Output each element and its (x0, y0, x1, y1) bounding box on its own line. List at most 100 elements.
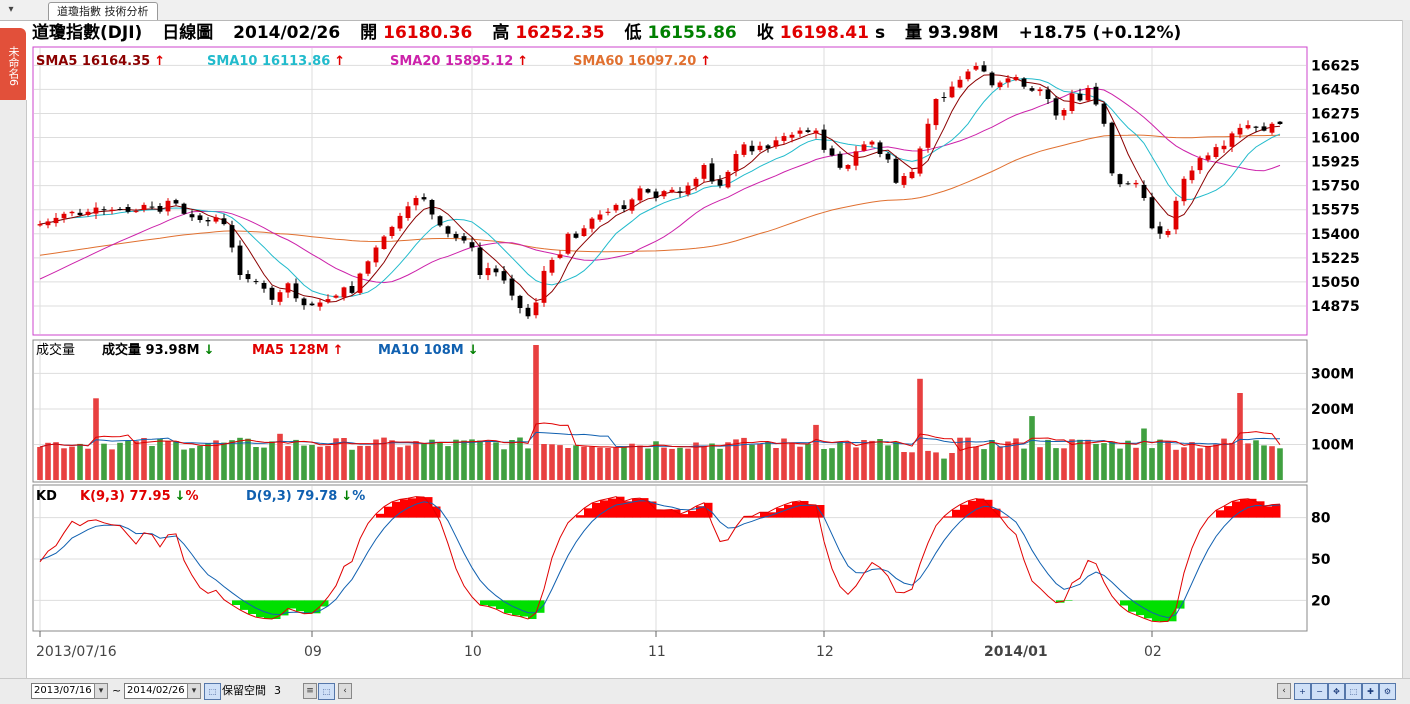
overbought-fill (984, 499, 993, 518)
volume-bar (45, 442, 51, 480)
x-tick-label: 09 (304, 644, 322, 660)
fit-icon[interactable]: ⬚ (318, 683, 335, 700)
side-tab[interactable]: 未命名6 (0, 28, 26, 104)
oversold-fill (1168, 600, 1177, 622)
reserve-space-icon[interactable]: ⬚ (204, 683, 221, 700)
stepper-icon[interactable]: ≡ (303, 683, 317, 699)
volume-bar (1261, 445, 1267, 480)
overbought-fill (672, 509, 681, 518)
volume-bar (733, 439, 739, 480)
volume-bar (605, 448, 611, 480)
candle (565, 233, 571, 254)
start-date-dropdown-icon[interactable]: ▾ (94, 683, 108, 699)
volume-bar (397, 447, 403, 480)
overbought-fill (400, 499, 409, 518)
volume-bar (37, 447, 43, 480)
candle (917, 148, 923, 174)
candle (845, 165, 851, 169)
volume-bar (165, 441, 171, 480)
reserve-space-value[interactable]: 3 (274, 684, 281, 697)
volume-bar (341, 438, 347, 480)
candle (317, 302, 323, 307)
scroll-left-end-icon[interactable]: ‹ (1277, 683, 1291, 699)
overbought-fill (616, 496, 625, 518)
overbought-fill (384, 506, 393, 518)
overbought-fill (944, 516, 953, 518)
overbought-fill (1232, 501, 1241, 518)
candle (1013, 77, 1019, 81)
candle (333, 295, 339, 298)
volume-bar (1181, 447, 1187, 480)
candle (253, 281, 259, 283)
open-label: 開 (360, 23, 378, 43)
overbought-fill (408, 498, 417, 518)
candle (277, 292, 283, 302)
oversold-fill (304, 600, 313, 614)
candle (893, 158, 899, 183)
move-icon[interactable]: ✥ (1328, 683, 1345, 700)
candle (901, 176, 907, 185)
volume-bar (133, 441, 139, 480)
stock-chart[interactable]: 16625 16450 16275 16100 15925 15750 15575 15400… (0, 45, 1410, 678)
candle (1093, 86, 1099, 105)
candle (709, 163, 715, 182)
zoom-in-icon[interactable]: + (1294, 683, 1311, 700)
legend-ma10: MA10 108M ↓ (378, 343, 479, 358)
volume-bar (837, 441, 843, 480)
select-icon[interactable]: ⬚ (1345, 683, 1362, 700)
side-panel (0, 100, 27, 678)
candle (109, 209, 115, 211)
volume-bar (709, 443, 715, 480)
scroll-left-icon[interactable]: ‹ (338, 683, 352, 699)
menu-arrow-icon[interactable]: ▾ (8, 4, 14, 15)
volume-bar (181, 449, 187, 480)
volume-bar (677, 447, 683, 480)
volume-bar (1069, 439, 1075, 480)
volume-bar (237, 437, 243, 480)
end-date-field[interactable]: 2014/02/26 (124, 683, 188, 699)
candle (325, 299, 331, 302)
oversold-fill (496, 600, 505, 610)
candle (149, 206, 155, 208)
overbought-fill (1264, 506, 1273, 518)
volume-bar (205, 443, 211, 480)
candle (1189, 170, 1195, 181)
volume-bar (229, 440, 235, 480)
oversold-fill (280, 600, 289, 616)
candle (157, 206, 163, 212)
vertical-scrollbar[interactable] (1402, 20, 1410, 678)
volume-bar (933, 452, 939, 480)
kd-tick-label: 80 (1311, 511, 1331, 527)
volume-bar (997, 446, 1003, 480)
candle (885, 153, 891, 160)
oversold-fill (296, 600, 305, 612)
settings-icon[interactable]: ⚙ (1379, 683, 1396, 700)
volume-bar (525, 448, 531, 480)
overbought-fill (968, 500, 977, 518)
volume-bar (261, 447, 267, 480)
oversold-fill (312, 600, 321, 614)
candle (861, 144, 867, 151)
start-date-field[interactable]: 2013/07/16 (31, 683, 95, 699)
candle (749, 145, 755, 152)
oversold-fill (288, 600, 297, 609)
price-tick-label: 15575 (1311, 203, 1360, 219)
volume-bar (637, 445, 643, 480)
volume-bar (773, 448, 779, 480)
candle (645, 189, 651, 193)
oversold-fill (1152, 600, 1161, 622)
volume-bar (1093, 443, 1099, 480)
oversold-fill (528, 600, 537, 619)
candle (485, 268, 491, 276)
end-date-dropdown-icon[interactable]: ▾ (187, 683, 201, 699)
volume-tick-label: 200M (1311, 402, 1354, 418)
volume-bar (541, 444, 547, 480)
document-tab[interactable]: 道瓊指數 技術分析 (48, 2, 158, 20)
candle (165, 200, 171, 212)
candle (213, 217, 219, 222)
zoom-out-icon[interactable]: − (1311, 683, 1328, 700)
close-suffix: s (874, 23, 886, 43)
crosshair-icon[interactable]: ✚ (1362, 683, 1379, 700)
sma10-line (39, 77, 1281, 298)
volume-ma10-line (39, 431, 1280, 448)
